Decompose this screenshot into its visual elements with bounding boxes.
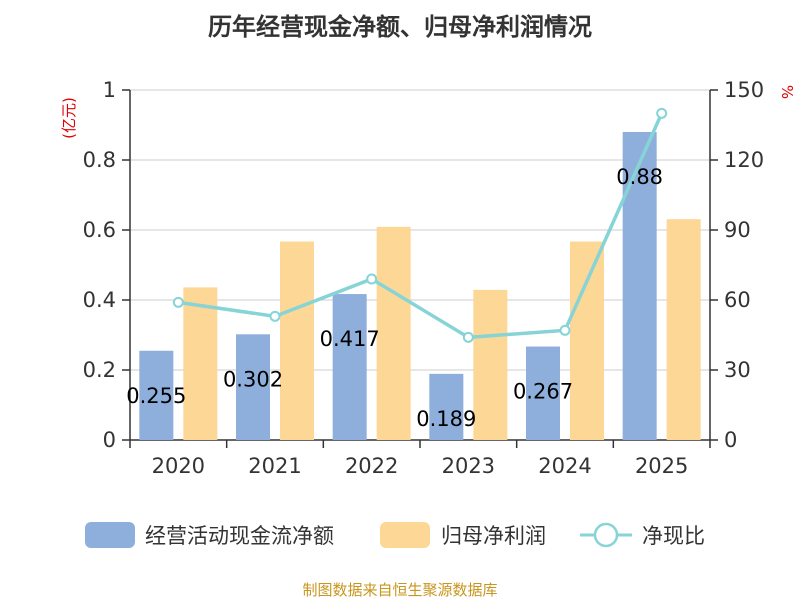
- line-point-cash-ratio: [366, 273, 378, 285]
- y-right-tick-label: 60: [724, 288, 751, 312]
- x-tick-label: 2020: [152, 454, 205, 478]
- y-left-tick-label: 1: [103, 78, 116, 102]
- line-cash-ratio: [178, 112, 664, 340]
- bar-operating-cash-flow: [622, 132, 657, 440]
- line-point-cash-ratio: [559, 324, 571, 336]
- x-tick-label: 2025: [635, 454, 688, 478]
- x-tick-label: 2021: [248, 454, 301, 478]
- legend-label-operating-cash-flow: 经营活动现金流净额: [145, 524, 334, 548]
- bar-net-profit: [473, 289, 508, 440]
- x-tick-label: 2024: [538, 454, 591, 478]
- bar-net-profit: [666, 219, 701, 440]
- bar-net-profit: [183, 287, 218, 440]
- y-right-tick-label: 150: [724, 78, 764, 102]
- legend-swatch-operating-cash-flow: [85, 522, 135, 548]
- line-point-cash-ratio: [656, 107, 668, 119]
- x-tick-label: 2022: [345, 454, 398, 478]
- y-left-tick-label: 0: [103, 428, 116, 452]
- legend-swatch-net-profit: [380, 522, 430, 548]
- legend: 经营活动现金流净额 归母净利润 净现比: [85, 522, 705, 548]
- y-left-tick-label: 0.8: [83, 148, 116, 172]
- data-label: 0.255: [126, 384, 186, 408]
- bar-operating-cash-flow: [526, 346, 560, 440]
- right-axis-unit: %: [778, 85, 796, 99]
- bar-operating-cash-flow: [429, 373, 464, 440]
- legend-label-net-profit: 归母净利润: [441, 524, 546, 548]
- bar-operating-cash-flow: [139, 350, 174, 440]
- y-left-tick-label: 0.4: [83, 288, 116, 312]
- bar-operating-cash-flow: [236, 334, 270, 440]
- line-point-cash-ratio: [172, 296, 184, 308]
- data-label: 0.302: [223, 367, 283, 391]
- bar-net-profit: [280, 241, 314, 440]
- legend-label-cash-ratio: 净现比: [642, 524, 705, 548]
- plot-area: 0 0.2 0.4 0.6 0.8 1 0 30 60 90 120 150 2020 2021 2022 2…: [83, 78, 765, 478]
- y-right-tick-label: 120: [724, 148, 764, 172]
- chart-title: 历年经营现金净额、归母净利润情况: [208, 13, 592, 41]
- y-left-tick-label: 0.2: [83, 358, 116, 382]
- line-point-cash-ratio: [462, 331, 474, 343]
- source-note: 制图数据来自恒生聚源数据库: [302, 581, 497, 599]
- y-left-tick-label: 0.6: [83, 218, 116, 242]
- data-label: 0.417: [320, 327, 380, 351]
- y-right-tick-label: 90: [724, 218, 751, 242]
- data-label: 0.88: [616, 165, 663, 189]
- left-axis-unit: (亿元): [60, 97, 78, 139]
- bar-net-profit: [376, 226, 411, 440]
- line-point-cash-ratio: [269, 310, 281, 322]
- y-right-tick-label: 30: [724, 358, 751, 382]
- x-tick-label: 2023: [442, 454, 495, 478]
- y-right-tick-label: 0: [724, 428, 737, 452]
- data-label: 0.189: [416, 407, 476, 431]
- legend-swatch-cash-ratio-marker: [593, 522, 619, 548]
- bar-net-profit: [570, 241, 604, 440]
- data-label: 0.267: [513, 380, 573, 404]
- bar-operating-cash-flow: [332, 294, 367, 440]
